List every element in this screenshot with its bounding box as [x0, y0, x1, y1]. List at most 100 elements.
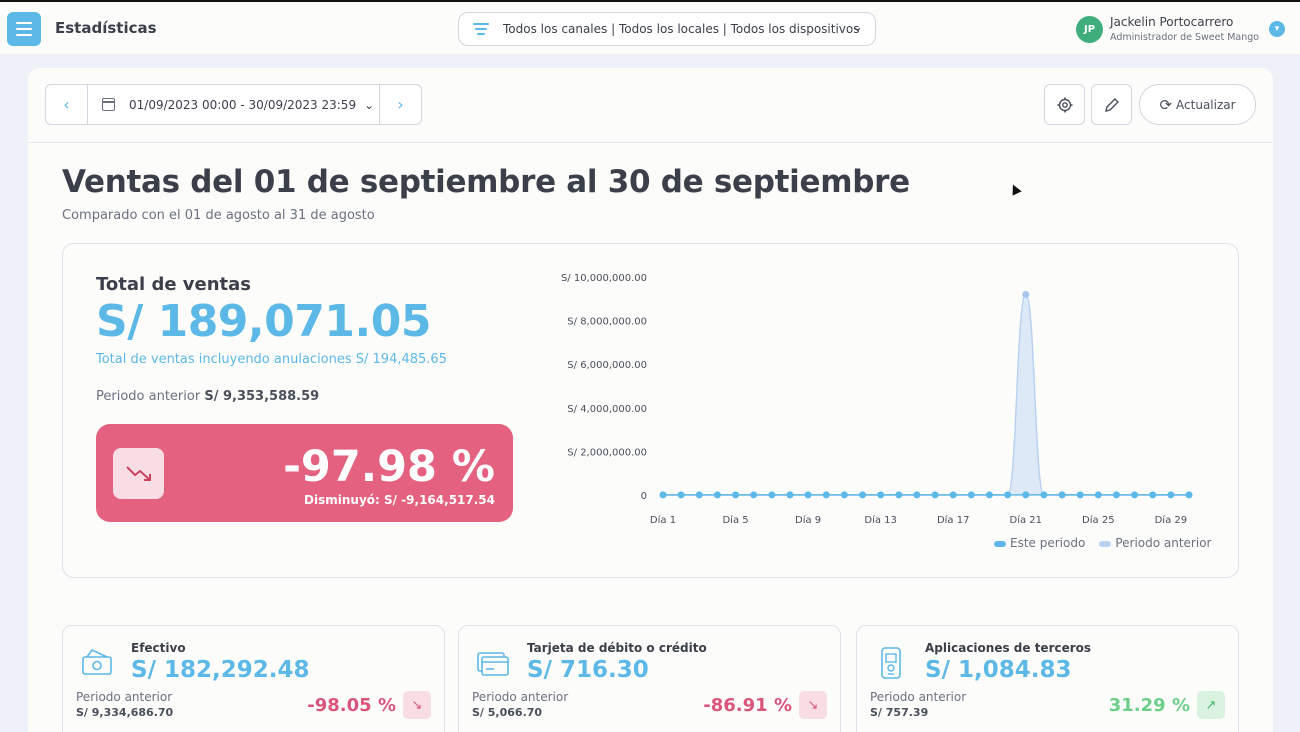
payment-title: Efectivo [131, 641, 186, 655]
change-amount: Disminuyó: S/ -9,164,517.54 [304, 493, 495, 507]
payment-percentage: -98.05 % [307, 695, 396, 716]
payment-value: S/ 716.30 [527, 657, 649, 683]
payment-card-card: Tarjeta de débito o crédito S/ 716.30 Pe… [458, 625, 841, 732]
chevron-down-icon: ⌄ [364, 97, 375, 112]
payment-previous-value: S/ 9,334,686.70 [76, 706, 174, 719]
this-period-point [1076, 491, 1084, 499]
payment-card-cash: Efectivo S/ 182,292.48 Periodo anterior … [62, 625, 445, 732]
payment-previous-value: S/ 757.39 [870, 706, 929, 719]
this-period-point [677, 491, 685, 499]
date-range-dropdown[interactable]: 01/09/2023 00:00 - 30/09/2023 23:59 ⌄ [87, 85, 380, 124]
user-menu-chevron-icon[interactable]: ▾ [1269, 21, 1285, 37]
page-title: Ventas del 01 de septiembre al 30 de sep… [62, 164, 910, 200]
user-name: Jackelin Portocarrero [1110, 15, 1234, 29]
channel-filter-dropdown[interactable]: Todos los canales | Todos los locales | … [458, 12, 876, 46]
previous-period-button[interactable]: ‹ [63, 95, 70, 114]
pencil-icon [1104, 97, 1119, 112]
toolbar-divider [28, 142, 1273, 143]
previous-period-label: Periodo anterior [96, 389, 201, 404]
date-range-text: 01/09/2023 00:00 - 30/09/2023 23:59 [129, 97, 357, 112]
refresh-label: Actualizar [1176, 97, 1236, 112]
refresh-button[interactable]: ⟳ Actualizar [1139, 84, 1256, 125]
this-period-point [659, 491, 667, 499]
trend-down-icon: ↘ [403, 691, 431, 719]
trend-up-icon: ↗ [1197, 691, 1225, 719]
payment-previous-label: Periodo anterior [76, 690, 173, 704]
this-period-point [877, 491, 885, 499]
x-tick-label: Día 29 [1155, 514, 1188, 526]
this-period-point [949, 491, 957, 499]
previous-period-value: S/ 9,353,588.59 [204, 389, 320, 404]
this-period-point [804, 491, 812, 499]
payment-title: Tarjeta de débito o crédito [527, 641, 707, 655]
total-sales-value: S/ 189,071.05 [96, 296, 431, 347]
payment-card-third-party-apps: Aplicaciones de terceros S/ 1,084.83 Per… [856, 625, 1239, 732]
top-bar: Estadísticas Todos los canales | Todos l… [0, 0, 1300, 54]
this-period-point [859, 491, 867, 499]
next-period-button[interactable]: › [397, 95, 404, 114]
sales-summary-card [62, 243, 1239, 578]
this-period-point [985, 491, 993, 499]
y-tick-label: S/ 6,000,000.00 [567, 360, 647, 371]
refresh-icon: ⟳ [1159, 95, 1173, 114]
y-tick-label: S/ 8,000,000.00 [567, 317, 647, 328]
chart-legend: Este periodo Periodo anterior [994, 536, 1211, 550]
this-period-point [1040, 491, 1048, 499]
total-including-cancellations: Total de ventas incluyendo anulaciones S… [96, 352, 447, 367]
chevron-down-icon: ⌄ [852, 20, 863, 35]
y-tick-label: S/ 2,000,000.00 [567, 447, 647, 458]
this-period-point [1167, 491, 1175, 499]
this-period-point [1185, 491, 1193, 499]
mobile-app-icon [881, 647, 901, 679]
gear-icon [1057, 97, 1072, 112]
avatar[interactable]: JP [1076, 16, 1103, 43]
this-period-point [1149, 491, 1157, 499]
payment-value: S/ 1,084.83 [925, 657, 1072, 683]
payment-percentage: -86.91 % [703, 695, 792, 716]
payment-previous-label: Periodo anterior [870, 690, 967, 704]
y-tick-label: S/ 4,000,000.00 [567, 404, 647, 415]
this-period-point [1131, 491, 1139, 499]
this-period-point [713, 491, 721, 499]
previous-period-line: Periodo anterior S/ 9,353,588.59 [96, 389, 319, 404]
payment-previous-label: Periodo anterior [472, 690, 569, 704]
sales-line-chart: 0 S/ 2,000,000.00 S/ 4,000,000.00 S/ 6,000,… [561, 273, 1193, 526]
y-tick-label: S/ 10,000,000.00 [561, 273, 647, 284]
x-tick-label: Día 13 [864, 514, 897, 526]
filter-icon [473, 22, 489, 36]
calendar-icon [102, 98, 115, 111]
legend-item-this-period[interactable]: Este periodo [994, 536, 1085, 550]
this-period-point [1004, 491, 1012, 499]
x-tick-label: Día 5 [722, 514, 748, 526]
settings-button[interactable] [1044, 84, 1085, 125]
this-period-point [840, 491, 848, 499]
previous-period-area [663, 294, 1189, 495]
x-tick-label: Día 9 [795, 514, 821, 526]
this-period-point [913, 491, 921, 499]
this-period-point [1022, 491, 1030, 499]
this-period-point [1094, 491, 1102, 499]
payment-percentage: 31.29 % [1108, 695, 1190, 716]
trend-down-icon: ↘ [799, 691, 827, 719]
legend-item-previous-period[interactable]: Periodo anterior [1099, 536, 1211, 550]
x-tick-label: Día 1 [650, 514, 676, 526]
this-period-point [732, 491, 740, 499]
page-subtitle: Comparado con el 01 de agosto al 31 de a… [62, 208, 375, 223]
user-role: Administrador de Sweet Mango [1110, 32, 1260, 43]
this-period-point [768, 491, 776, 499]
app-title: Estadísticas [55, 19, 157, 37]
date-range-picker: ‹ 01/09/2023 00:00 - 30/09/2023 23:59 ⌄ … [45, 84, 422, 125]
this-period-point [786, 491, 794, 499]
edit-button[interactable] [1091, 84, 1132, 125]
x-tick-label: Día 21 [1010, 514, 1043, 526]
hamburger-menu-icon[interactable] [7, 12, 41, 46]
this-period-point [822, 491, 830, 499]
previous-period-line [663, 293, 1189, 496]
x-tick-label: Día 25 [1082, 514, 1115, 526]
this-period-point [1112, 491, 1120, 499]
filter-text: Todos los canales | Todos los locales | … [503, 22, 860, 36]
total-sales-label: Total de ventas [96, 274, 252, 295]
cash-icon [82, 648, 112, 675]
this-period-point [895, 491, 903, 499]
this-period-point [967, 491, 975, 499]
